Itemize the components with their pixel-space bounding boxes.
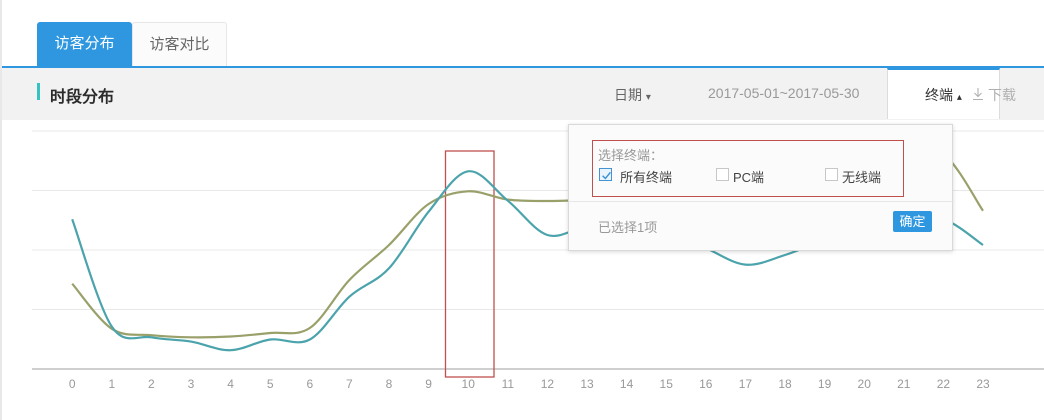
svg-text:16: 16 [699, 377, 713, 391]
svg-text:18: 18 [778, 377, 792, 391]
svg-text:5: 5 [267, 377, 274, 391]
svg-text:7: 7 [346, 377, 353, 391]
svg-text:21: 21 [897, 377, 911, 391]
svg-text:20: 20 [858, 377, 872, 391]
svg-text:17: 17 [739, 377, 753, 391]
svg-text:15: 15 [660, 377, 674, 391]
svg-text:6: 6 [306, 377, 313, 391]
svg-text:14: 14 [620, 377, 634, 391]
svg-text:22: 22 [937, 377, 951, 391]
svg-text:13: 13 [580, 377, 594, 391]
svg-text:1: 1 [108, 377, 115, 391]
svg-text:12: 12 [541, 377, 555, 391]
svg-text:23: 23 [976, 377, 990, 391]
svg-text:3: 3 [188, 377, 195, 391]
svg-text:9: 9 [425, 377, 432, 391]
svg-text:0: 0 [69, 377, 76, 391]
svg-text:2: 2 [148, 377, 155, 391]
svg-text:10: 10 [462, 377, 476, 391]
svg-text:4: 4 [227, 377, 234, 391]
svg-text:8: 8 [386, 377, 393, 391]
svg-text:11: 11 [502, 377, 515, 391]
svg-text:19: 19 [818, 377, 832, 391]
